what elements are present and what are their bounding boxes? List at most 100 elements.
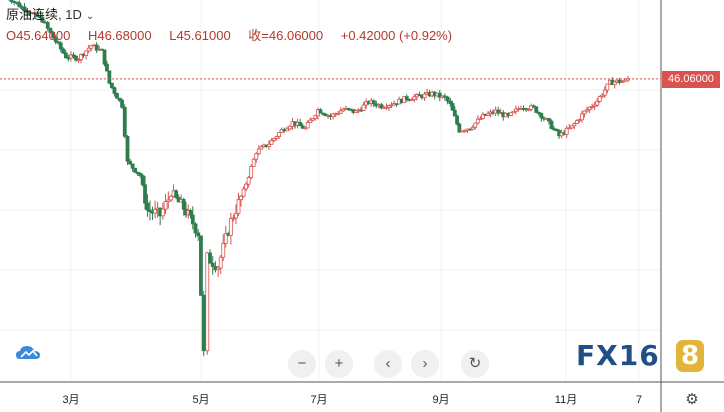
candle-body [277,132,281,137]
chart-header[interactable]: 原油连续, 1D ⌄ [6,4,94,22]
candle-body [585,109,589,112]
candle-body [354,110,358,113]
candle-body [256,148,261,155]
x-tick-label: 5月 [192,394,209,406]
candle-body [274,136,279,139]
change-value: +0.42000 (+0.92%) [340,28,453,43]
candle-body [40,16,45,23]
candle-body [564,127,569,135]
candle-body [174,190,178,198]
candle-body [244,183,248,190]
open-value: O45.64000 [6,28,71,43]
scroll-left-button[interactable]: ‹ [374,350,402,378]
gear-icon[interactable]: ⚙ [685,391,699,408]
candle-body [412,96,417,100]
low-value: L45.61000 [169,28,231,43]
candle-body [228,218,233,236]
candle-body [496,109,501,114]
candle-body [580,113,584,121]
close-value: 收=46.06000 [248,28,324,43]
candle-body [251,158,256,167]
candle-body [45,22,50,29]
scroll-right-button[interactable]: › [411,350,439,378]
candle-body [300,125,305,129]
current-price-badge: 46.06000 [662,70,720,88]
candle-body [445,96,450,102]
candle-body [298,122,303,127]
zoom-in-button[interactable]: + [325,350,353,378]
candle-body [318,109,323,114]
candle-body [595,100,600,106]
candle-body [511,110,516,114]
interval-label[interactable]: 1D [65,7,82,22]
candle-body [462,130,467,132]
candle-body [79,54,83,61]
logo-text: FX16 [576,339,660,372]
candle-body [612,81,617,86]
candle-body [602,89,607,96]
candle-body [51,32,56,39]
zoom-out-button[interactable]: − [288,350,316,378]
candle-body [457,123,462,133]
candle-body [133,167,138,173]
candle-body [341,108,346,112]
candle-body [188,209,193,216]
candle-body [486,113,490,116]
candle-body [254,153,259,160]
cloud-upload-icon[interactable] [14,341,44,365]
candle-body [196,232,201,237]
candle-body [205,252,210,352]
candle-body [534,106,539,113]
candle-body [475,118,480,124]
candle-body [125,135,130,162]
candle-body [267,143,271,147]
candle-body [287,126,292,130]
candle-body [130,163,135,169]
candle-body [115,92,119,99]
chevron-down-icon[interactable]: ⌄ [85,11,95,22]
candle-body [547,118,551,122]
candle-body [448,100,453,104]
candle-body [218,256,223,269]
candle-body [17,2,22,8]
candle-body [138,173,143,176]
candle-body [331,113,336,118]
x-tick-label: 7 [636,394,642,406]
candle-body [597,96,602,102]
symbol-title[interactable]: 原油连续 [6,7,59,22]
x-tick-label: 11月 [555,394,577,406]
candle-body [549,120,554,130]
candle-body [166,199,171,202]
candle-body [56,41,61,44]
candle-body [153,209,157,214]
candle-body [148,209,152,213]
candle-body [529,105,534,110]
candle-body [338,110,343,114]
candle-body [122,106,127,137]
candle-body [481,113,485,120]
x-tick-label: 3月 [62,394,79,406]
candle-body [86,47,91,52]
reset-chart-button[interactable]: ↻ [461,350,489,378]
candle-body [143,184,147,204]
candle-body [94,44,99,51]
candle-body [526,108,531,111]
candle-body [455,115,459,125]
candle-body [574,120,579,124]
candle-body [452,109,457,117]
candle-body [181,199,186,210]
candle-body [58,42,63,50]
candle-body [379,104,384,109]
candle-body [305,122,310,129]
candle-body [437,92,442,98]
candle-body [620,81,624,83]
candle-body [577,119,582,122]
candle-body [554,128,559,132]
candle-body [145,202,150,211]
candle-body [102,49,107,65]
logo-badge: 8 [676,340,704,372]
candle-body [135,171,140,174]
candle-body [303,127,308,130]
